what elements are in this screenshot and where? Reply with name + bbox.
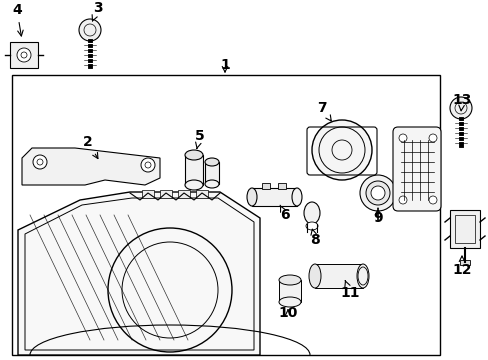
Bar xyxy=(454,215,474,243)
Ellipse shape xyxy=(204,180,219,188)
Circle shape xyxy=(79,19,101,41)
Text: 4: 4 xyxy=(12,3,23,36)
Text: 9: 9 xyxy=(372,208,382,225)
Bar xyxy=(178,190,190,198)
Ellipse shape xyxy=(279,297,301,307)
Ellipse shape xyxy=(184,180,203,190)
Ellipse shape xyxy=(305,222,317,230)
Circle shape xyxy=(141,158,155,172)
Text: 6: 6 xyxy=(280,205,289,222)
Text: 5: 5 xyxy=(195,129,204,149)
Ellipse shape xyxy=(291,188,302,206)
Circle shape xyxy=(428,134,436,142)
Bar xyxy=(262,183,269,189)
Bar xyxy=(142,190,154,198)
Text: 1: 1 xyxy=(220,58,229,72)
Bar xyxy=(314,264,362,288)
Circle shape xyxy=(398,196,406,204)
Circle shape xyxy=(449,97,471,119)
Polygon shape xyxy=(22,148,160,185)
Bar xyxy=(160,190,172,198)
Ellipse shape xyxy=(184,150,203,160)
Bar xyxy=(10,42,38,68)
Bar xyxy=(184,155,203,185)
Bar xyxy=(278,183,285,189)
Circle shape xyxy=(359,175,395,211)
Bar xyxy=(12,75,439,355)
Bar xyxy=(449,210,479,248)
Ellipse shape xyxy=(246,188,257,206)
Circle shape xyxy=(33,155,47,169)
FancyBboxPatch shape xyxy=(392,127,440,211)
Circle shape xyxy=(17,48,31,62)
Text: 3: 3 xyxy=(92,1,102,21)
Text: 10: 10 xyxy=(278,306,297,320)
Text: 12: 12 xyxy=(451,256,471,277)
Ellipse shape xyxy=(308,264,320,288)
Circle shape xyxy=(370,186,384,200)
Bar xyxy=(459,260,469,265)
Text: 8: 8 xyxy=(309,229,319,247)
Bar xyxy=(279,280,301,302)
Circle shape xyxy=(398,134,406,142)
Text: 11: 11 xyxy=(340,280,359,300)
Text: 2: 2 xyxy=(83,135,98,158)
Circle shape xyxy=(365,181,389,205)
Polygon shape xyxy=(18,192,260,355)
Text: 13: 13 xyxy=(451,93,471,111)
Bar xyxy=(204,162,219,184)
Circle shape xyxy=(311,120,371,180)
Bar xyxy=(196,190,207,198)
Text: 7: 7 xyxy=(317,101,330,121)
Ellipse shape xyxy=(204,158,219,166)
Ellipse shape xyxy=(304,202,319,224)
Ellipse shape xyxy=(279,275,301,285)
Ellipse shape xyxy=(356,264,368,288)
Bar xyxy=(251,188,296,206)
Circle shape xyxy=(428,196,436,204)
